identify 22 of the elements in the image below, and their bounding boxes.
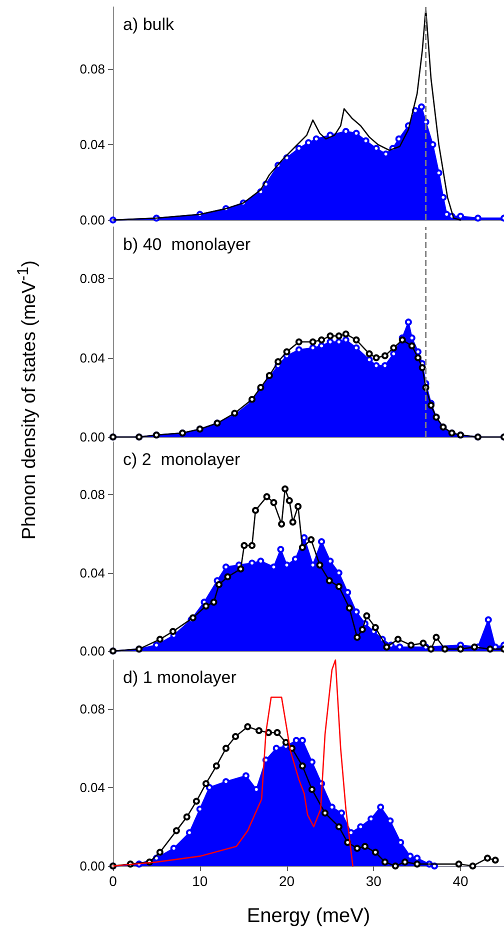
y-tick-label: 0.04 (80, 350, 105, 366)
x-tick-label: 20 (278, 873, 295, 889)
y-tick-label: 0.08 (80, 487, 105, 502)
y-tick-label: 0.00 (80, 212, 105, 228)
y-tick-label: 0.00 (80, 430, 105, 444)
y-tick-label: 0.04 (80, 565, 105, 580)
y-tick-label: 0.08 (80, 62, 105, 77)
y-tick-label: 0.04 (80, 137, 105, 152)
x-tick-label: 30 (366, 873, 382, 889)
text: d) 1 monolayer (123, 668, 237, 687)
y-tick-label: 0.08 (80, 702, 105, 717)
x-tick-label: 0 (109, 873, 118, 889)
x-axis-title: Energy (meV) (246, 905, 370, 927)
text: c) 2 monolayer (123, 450, 240, 469)
text: b) 40 monolayer (123, 235, 251, 254)
y-tick-label: 0.00 (80, 858, 105, 874)
y-tick-label: 0.00 (80, 644, 105, 658)
y-tick-label: 0.04 (80, 780, 105, 796)
x-tick-label: 10 (192, 873, 208, 889)
text: a) bulk (123, 15, 175, 34)
x-tick-label: 40 (452, 873, 469, 889)
y-tick-label: 0.08 (80, 271, 105, 286)
